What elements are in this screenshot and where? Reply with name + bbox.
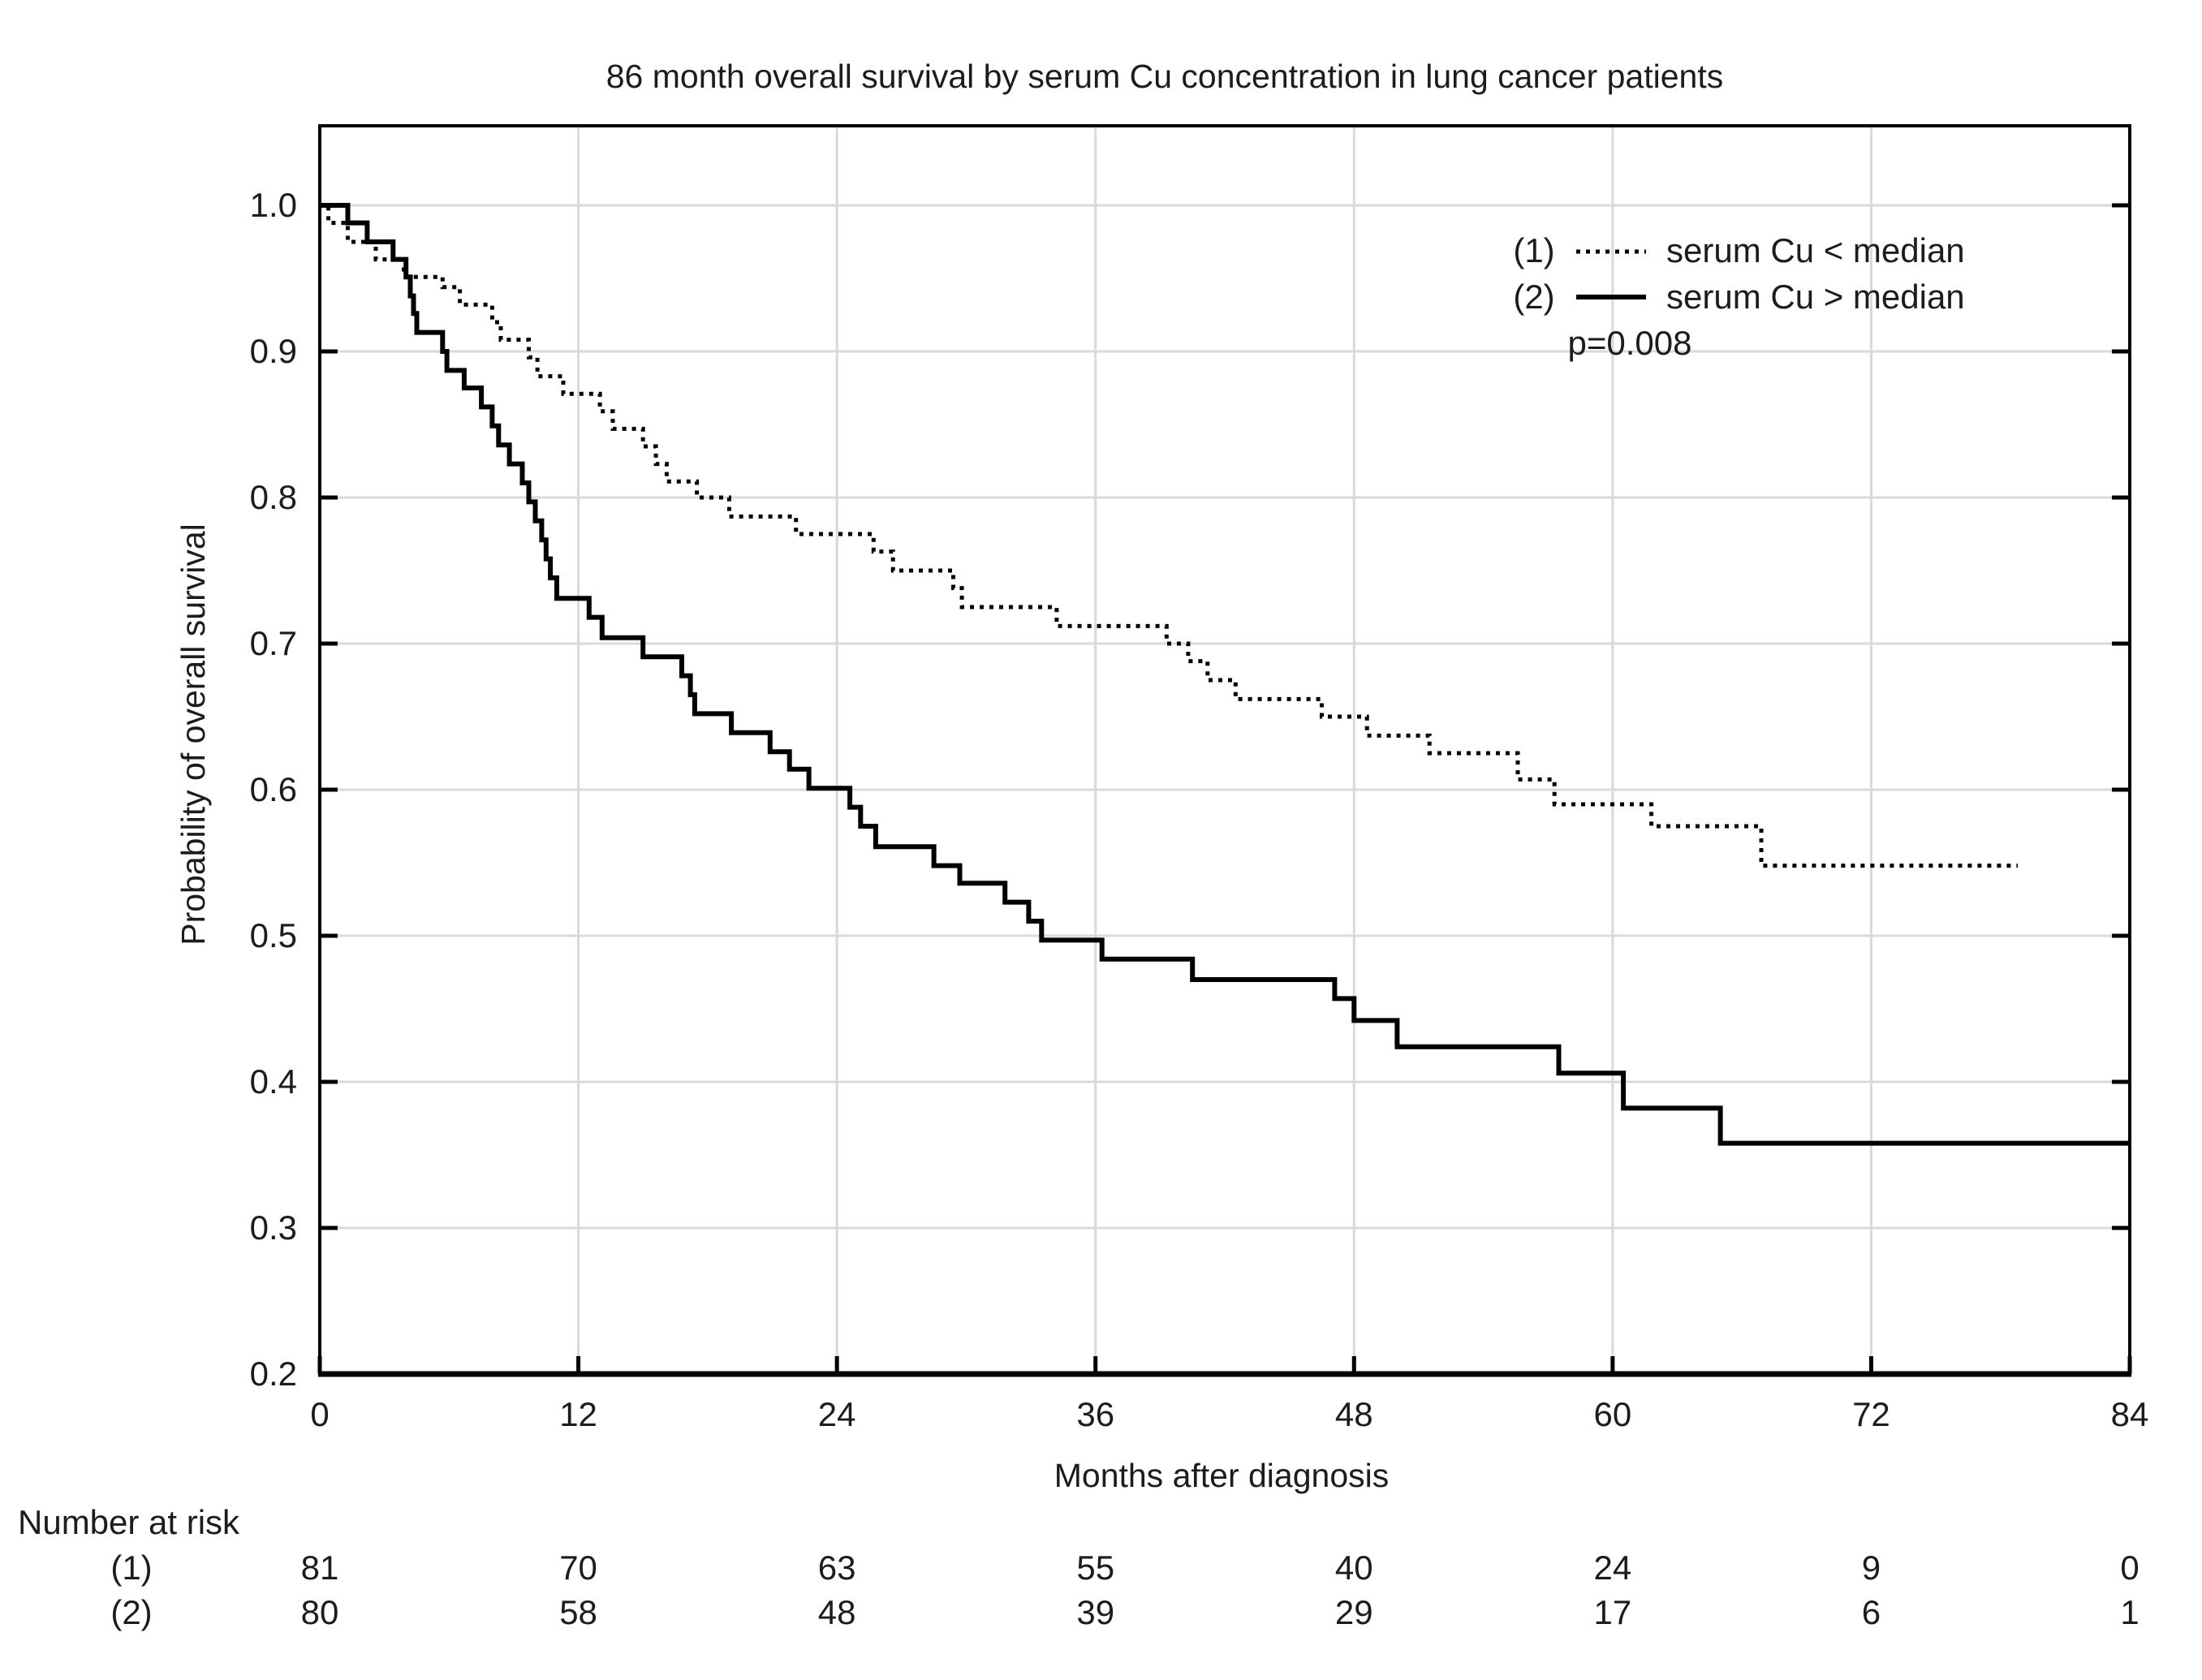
risk-count: 24 [1593, 1549, 1631, 1587]
risk-count: 58 [559, 1593, 597, 1631]
number-at-risk-table: Number at risk (1) (2) 81 70 63 55 40 24 9 0 80 5… [18, 1503, 2140, 1631]
risk-count: 63 [818, 1549, 856, 1587]
legend-item-1-id: (1) [1513, 231, 1554, 269]
risk-count: 29 [1335, 1593, 1373, 1631]
x-tick-label: 24 [818, 1395, 856, 1433]
y-tick-label: 0.9 [250, 332, 297, 370]
y-tick-label: 0.7 [250, 624, 297, 662]
y-tick-label: 0.4 [250, 1062, 297, 1101]
x-tick-labels: 0 12 24 36 48 60 72 84 [310, 1395, 2148, 1433]
y-tick-label: 0.5 [250, 916, 297, 954]
y-tick-label: 0.8 [250, 478, 297, 516]
risk-count: 80 [301, 1593, 339, 1631]
legend-item-2-label: serum Cu > median [1666, 278, 1965, 316]
curve-(1) [320, 203, 2018, 868]
x-tick-label: 48 [1335, 1395, 1373, 1433]
p-value-label: p=0.008 [1568, 324, 1692, 362]
legend-item-2-id: (2) [1513, 278, 1554, 316]
curve-(2) [320, 203, 2130, 1146]
y-tick-label: 0.3 [250, 1208, 297, 1247]
legend: (1) serum Cu < median (2) serum Cu > med… [1513, 231, 1964, 362]
risk-count: 9 [1862, 1549, 1881, 1587]
survival-curves [320, 203, 2130, 1146]
legend-item-1-label: serum Cu < median [1666, 231, 1965, 269]
risk-count: 55 [1076, 1549, 1114, 1587]
x-axis-title: Months after diagnosis [1054, 1457, 1390, 1494]
x-tick-label: 12 [559, 1395, 597, 1433]
plot-frame [318, 124, 2131, 1377]
x-tick-label: 0 [310, 1395, 329, 1433]
risk-row-counts: 81 70 63 55 40 24 9 0 80 58 48 39 29 17 6 1 [301, 1549, 2140, 1631]
risk-count: 0 [2120, 1549, 2139, 1587]
risk-count: 6 [1862, 1593, 1881, 1631]
risk-row-2-label: (2) [110, 1593, 152, 1631]
y-tick-label: 1.0 [250, 186, 297, 224]
chart-title: 86 month overall survival by serum Cu co… [606, 58, 1723, 95]
axis-ticks [317, 203, 2132, 1376]
risk-count: 17 [1593, 1593, 1631, 1631]
x-tick-label: 60 [1593, 1395, 1631, 1433]
risk-count: 81 [301, 1549, 339, 1587]
risk-count: 40 [1335, 1549, 1373, 1587]
risk-count: 1 [2120, 1593, 2139, 1631]
x-tick-label: 84 [2111, 1395, 2149, 1433]
risk-table-title: Number at risk [18, 1503, 240, 1541]
risk-row-1-label: (1) [110, 1549, 152, 1587]
x-tick-label: 72 [1852, 1395, 1890, 1433]
y-tick-label: 0.6 [250, 770, 297, 808]
y-tick-labels: 1.0 0.9 0.8 0.7 0.6 0.5 0.4 0.3 0.2 [250, 186, 297, 1393]
risk-count: 48 [818, 1593, 856, 1631]
x-tick-label: 36 [1076, 1395, 1114, 1433]
gridlines [320, 126, 2130, 1374]
risk-count: 39 [1076, 1593, 1114, 1631]
risk-count: 70 [559, 1549, 597, 1587]
y-tick-label: 0.2 [250, 1355, 297, 1393]
y-axis-title: Probability of overall survival [175, 523, 212, 946]
